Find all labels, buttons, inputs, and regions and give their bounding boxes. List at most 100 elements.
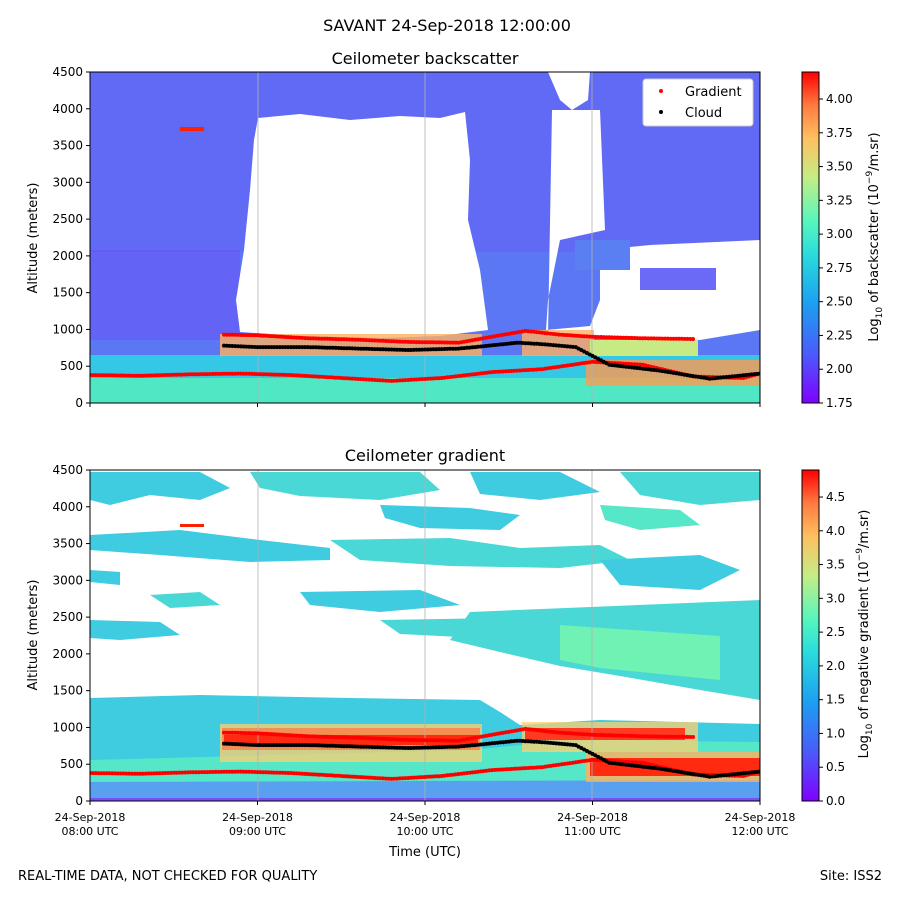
gradient-marker — [275, 334, 279, 339]
cloud-marker — [333, 743, 338, 748]
gradient-marker — [590, 334, 595, 339]
backscatter-ytick-label: 500 — [60, 359, 83, 373]
gradient-marker — [283, 733, 288, 737]
gradient-marker — [431, 340, 436, 345]
backscatter-colorbar-tick-label: 4.00 — [826, 92, 853, 106]
gradient-marker — [99, 771, 104, 776]
backscatter-title: Ceilometer backscatter — [332, 49, 519, 68]
legend: Gradient Cloud — [642, 78, 754, 127]
gradient-marker — [679, 336, 684, 341]
gradient-colorbar-tick-label: 0.0 — [826, 794, 845, 808]
quality-disclaimer: REAL-TIME DATA, NOT CHECKED FOR QUALITY — [18, 869, 318, 884]
gradient-xtick-label: 12:00 UTC — [731, 825, 788, 838]
gradient-marker — [261, 372, 266, 377]
cloud-marker — [252, 345, 257, 349]
cloud-marker — [261, 743, 266, 748]
gradient-marker — [425, 340, 430, 345]
gradient-marker — [93, 771, 98, 776]
gradient-marker — [397, 378, 402, 383]
cloud-marker — [291, 345, 296, 350]
gradient-marker — [124, 771, 129, 776]
gradient-marker — [598, 733, 603, 737]
gradient-marker — [199, 770, 204, 775]
gradient-marker — [113, 373, 118, 378]
gradient-xtick-label: 09:00 UTC — [229, 825, 286, 838]
gradient-ytick-label: 500 — [60, 757, 83, 771]
gradient-marker — [615, 335, 620, 340]
gradient-marker — [236, 769, 240, 774]
cloud-marker — [272, 345, 277, 350]
gradient-marker — [258, 372, 263, 377]
gradient-marker — [333, 735, 338, 740]
gradient-marker — [691, 337, 695, 341]
gradient-marker — [143, 771, 148, 776]
gradient-marker — [632, 362, 637, 367]
gradient-marker — [107, 771, 112, 776]
cloud-marker — [328, 743, 333, 748]
gradient-marker — [157, 373, 162, 378]
gradient-marker — [196, 770, 201, 775]
gradient-marker — [322, 734, 327, 739]
gradient-marker — [356, 377, 360, 381]
gradient-ylabel: Altitude (meters) — [26, 580, 41, 691]
gradient-marker — [624, 335, 628, 340]
gradient-marker — [375, 338, 380, 343]
gradient-xtick-label: 11:00 UTC — [564, 825, 621, 838]
gradient-marker — [219, 371, 224, 376]
cloud-marker — [431, 745, 436, 750]
gradient-marker — [397, 339, 402, 344]
gradient-markers — [90, 726, 760, 781]
gradient-marker — [624, 733, 628, 738]
cloud-marker — [263, 345, 268, 350]
gradient-marker — [177, 770, 182, 775]
gradient-marker — [389, 378, 394, 383]
gradient-marker — [364, 775, 369, 780]
gradient-marker — [375, 736, 380, 741]
gradient-marker — [275, 372, 279, 377]
gradient-marker — [654, 734, 659, 739]
gradient-colorbar: 0.0 0.5 1.0 1.5 2.0 2.5 3.0 3.5 4.0 4.5 Log10 of … — [801, 469, 875, 808]
gradient-marker — [414, 340, 419, 345]
page-title: SAVANT 24-Sep-2018 12:00:00 — [323, 16, 571, 35]
gradient-marker — [668, 336, 673, 341]
gradient-marker — [224, 371, 229, 376]
gradient-marker — [397, 737, 402, 742]
gradient-marker — [610, 733, 614, 738]
cloud-marker — [344, 346, 349, 351]
gradient-marker — [129, 373, 134, 378]
gradient-xtick-label: 24-Sep-2018 — [222, 811, 293, 824]
cloud-marker — [316, 345, 321, 350]
gradient-marker — [677, 734, 681, 739]
cloud-marker — [445, 346, 450, 351]
gradient-marker — [632, 336, 637, 340]
cloud-marker — [414, 745, 419, 750]
gradient-marker — [314, 734, 319, 739]
cloud-marker — [311, 743, 316, 748]
backscatter-colorbar-tick-label: 2.25 — [826, 328, 853, 342]
gradient-marker — [115, 373, 120, 378]
gradient-marker — [417, 738, 422, 743]
cloud-marker — [434, 745, 439, 750]
gradient-marker — [266, 770, 271, 775]
cloud-marker — [294, 743, 299, 748]
gradient-marker — [146, 373, 151, 378]
cloud-marker — [364, 744, 369, 749]
gradient-marker — [395, 339, 400, 344]
cloud-marker — [280, 345, 285, 350]
gradient-marker — [361, 338, 366, 342]
gradient-marker — [316, 336, 321, 341]
gradient-marker — [247, 371, 252, 376]
cloud-marker — [275, 743, 279, 748]
gradient-marker — [311, 374, 316, 379]
gradient-marker — [149, 373, 154, 378]
gradient-y-axis: 0 500 1000 1500 2000 2500 3000 3500 4000 4500 — [52, 463, 90, 808]
cloud-marker — [439, 745, 444, 750]
gradient-marker — [425, 738, 430, 743]
cloud-marker — [258, 743, 263, 748]
gradient-marker — [227, 371, 232, 376]
cloud-marker — [381, 347, 386, 352]
gradient-marker — [400, 737, 405, 742]
cloud-marker — [397, 347, 402, 352]
gradient-colorbar-tick-label: 3.0 — [826, 591, 845, 605]
